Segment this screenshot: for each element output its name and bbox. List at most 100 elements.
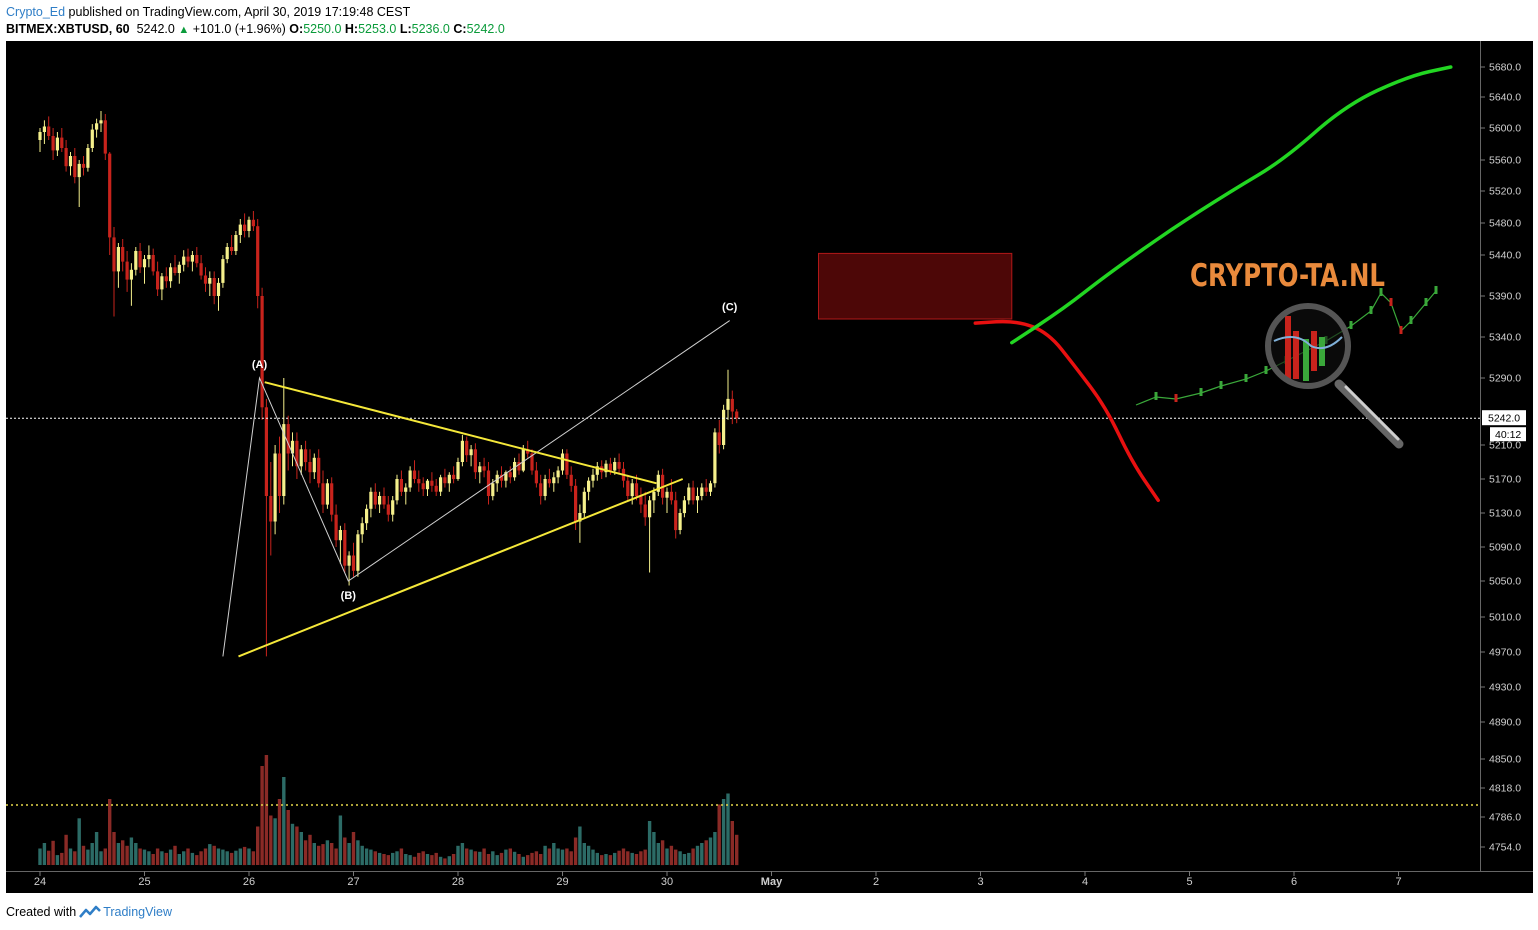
candle-body	[360, 523, 364, 535]
candle-body	[199, 263, 203, 276]
volume-bar	[238, 848, 242, 865]
volume-bar	[47, 850, 51, 865]
logo-mini-candle	[1389, 298, 1393, 306]
candle-body	[735, 411, 739, 419]
volume-bar	[160, 851, 164, 866]
volume-bar	[517, 854, 521, 865]
candle-body	[269, 496, 273, 522]
candle-body	[704, 487, 708, 492]
author-link[interactable]: Crypto_Ed	[6, 5, 66, 19]
volume-bar	[269, 815, 273, 865]
candle-body	[382, 496, 386, 505]
price-tick-label: 4890.0	[1489, 717, 1521, 729]
volume-bar	[421, 851, 425, 866]
candle-body	[626, 480, 630, 496]
logo-mini-candle	[1174, 394, 1178, 402]
volume-bar	[247, 848, 251, 865]
candle-body	[452, 474, 456, 480]
candle-body	[256, 226, 260, 296]
price-tick-label: 5050.0	[1489, 576, 1521, 588]
candle-body	[730, 398, 734, 412]
candle-body	[186, 256, 190, 262]
volume-bar	[578, 826, 582, 865]
logo-mini-candle	[1219, 381, 1223, 389]
candle-body	[238, 224, 242, 235]
volume-bar	[225, 851, 229, 866]
price-tick-label: 5290.0	[1489, 373, 1521, 385]
price-chart[interactable]: (A)(B)(C) CRYPTO-TA.NL 5680.05640.05600.…	[6, 41, 1533, 893]
candle-body	[347, 555, 351, 566]
symbol-label[interactable]: BITMEX:XBTUSD, 60	[6, 22, 130, 36]
volume-bar	[356, 840, 360, 866]
volume-bar	[64, 834, 68, 866]
price-tick-label: 4786.0	[1489, 812, 1521, 824]
candle-body	[486, 470, 491, 496]
candle-body	[290, 440, 295, 454]
candle-body	[64, 148, 68, 167]
candle-body	[212, 278, 216, 296]
candle-body	[560, 453, 565, 471]
volume-bar	[735, 834, 739, 866]
candle-body	[108, 153, 112, 238]
volume-bar	[121, 840, 125, 866]
countdown-tag	[1490, 427, 1526, 442]
tradingview-link[interactable]: TradingView	[103, 905, 172, 919]
last-price: 5242.0	[136, 22, 175, 36]
candle-body	[634, 483, 639, 497]
candle-body	[221, 259, 225, 283]
publish-info: Crypto_Ed published on TradingView.com, …	[6, 5, 410, 20]
volume-bar	[713, 832, 717, 865]
wave-label: (C)	[722, 302, 738, 314]
volume-bar	[526, 855, 530, 865]
candle-body	[225, 247, 229, 260]
volume-bar	[669, 845, 674, 866]
candle-body	[103, 120, 107, 154]
volume-bar	[321, 844, 325, 865]
magnifier-candle	[1303, 339, 1309, 381]
time-tick-label: May	[761, 876, 783, 888]
volume-bar	[543, 845, 547, 866]
price-tick-label: 4818.0	[1489, 783, 1521, 795]
candle-body	[534, 470, 538, 484]
bullish-scenario-path	[1010, 65, 1453, 345]
logo-mini-candle	[1369, 306, 1373, 314]
price-tick-label: 5210.0	[1489, 440, 1521, 452]
candle-body	[373, 491, 377, 505]
candle-body	[408, 470, 412, 488]
volume-bar	[486, 854, 491, 865]
candle-body	[312, 457, 316, 473]
volume-bar	[652, 832, 656, 865]
volume-bar	[552, 843, 556, 865]
candle-body	[386, 504, 390, 515]
candle-body	[395, 479, 399, 501]
candle-body	[164, 276, 168, 282]
volume-bar	[521, 856, 525, 866]
volume-bar	[634, 854, 639, 865]
candle-body	[317, 457, 321, 484]
volume-bar	[51, 840, 55, 865]
candle-body	[86, 148, 90, 168]
magnifier-candle	[1285, 316, 1291, 381]
candle-body	[399, 479, 403, 492]
candle-body	[173, 267, 177, 273]
volume-bar	[386, 855, 390, 865]
magnifier-ring	[1265, 303, 1351, 389]
volume-bar	[530, 852, 534, 865]
volume-bar	[665, 848, 669, 865]
candle-body	[604, 463, 608, 473]
volume-bar	[129, 837, 134, 865]
volume-bar	[626, 851, 630, 866]
candle-body	[147, 255, 151, 260]
volume-bar	[630, 852, 634, 865]
volume-bar	[382, 854, 386, 865]
volume-bar	[60, 852, 64, 865]
candle-body	[421, 483, 425, 490]
volume-bar	[573, 837, 578, 865]
volume-bar	[343, 837, 347, 865]
volume-bar	[334, 848, 338, 865]
volume-bar	[360, 845, 364, 866]
price-tick-label: 5340.0	[1489, 332, 1521, 344]
logo-mini-candle	[1244, 374, 1248, 382]
candle-body	[569, 474, 573, 486]
volume-bar	[478, 851, 482, 865]
